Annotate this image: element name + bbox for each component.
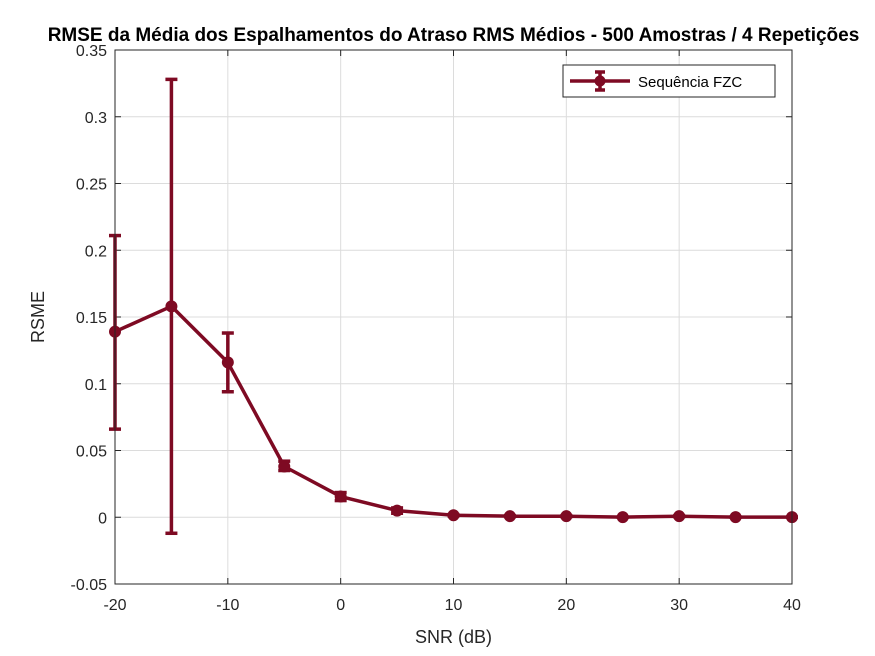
x-tick-label: -10	[216, 597, 239, 614]
x-tick-label: -20	[103, 597, 126, 614]
data-point	[447, 509, 460, 522]
y-tick-label: 0	[98, 510, 107, 527]
legend-label: Sequência FZC	[638, 74, 742, 91]
data-point	[729, 511, 742, 524]
x-tick-label: 30	[670, 597, 688, 614]
y-tick-label: 0.25	[76, 177, 107, 194]
data-point	[165, 300, 178, 313]
x-tick-label: 0	[336, 597, 345, 614]
y-tick-label: 0.35	[76, 43, 107, 60]
y-tick-label: -0.05	[71, 577, 108, 594]
y-axis-label: RSME	[28, 291, 48, 343]
data-point	[616, 511, 629, 524]
x-axis-label: SNR (dB)	[415, 627, 492, 647]
chart-title: RMSE da Média dos Espalhamentos do Atras…	[48, 25, 860, 46]
data-point	[334, 490, 347, 503]
plot-frame	[114, 49, 793, 585]
data-point	[278, 460, 291, 473]
x-tick-label: 40	[783, 597, 801, 614]
data-point	[391, 504, 404, 517]
y-tick-label: 0.05	[76, 444, 107, 461]
y-tick-label: 0.1	[85, 377, 107, 394]
data-point	[560, 510, 573, 523]
x-tick-label: 10	[445, 597, 463, 614]
data-point	[673, 510, 686, 523]
legend: Sequência FZC	[562, 64, 776, 98]
legend-marker	[594, 75, 606, 87]
data-point	[221, 356, 234, 369]
y-tick-label: 0.2	[85, 243, 107, 260]
x-tick-label: 20	[557, 597, 575, 614]
data-point	[503, 510, 516, 523]
y-tick-label: 0.3	[85, 110, 107, 127]
series-layer	[109, 77, 798, 536]
y-tick-label: 0.15	[76, 310, 107, 327]
